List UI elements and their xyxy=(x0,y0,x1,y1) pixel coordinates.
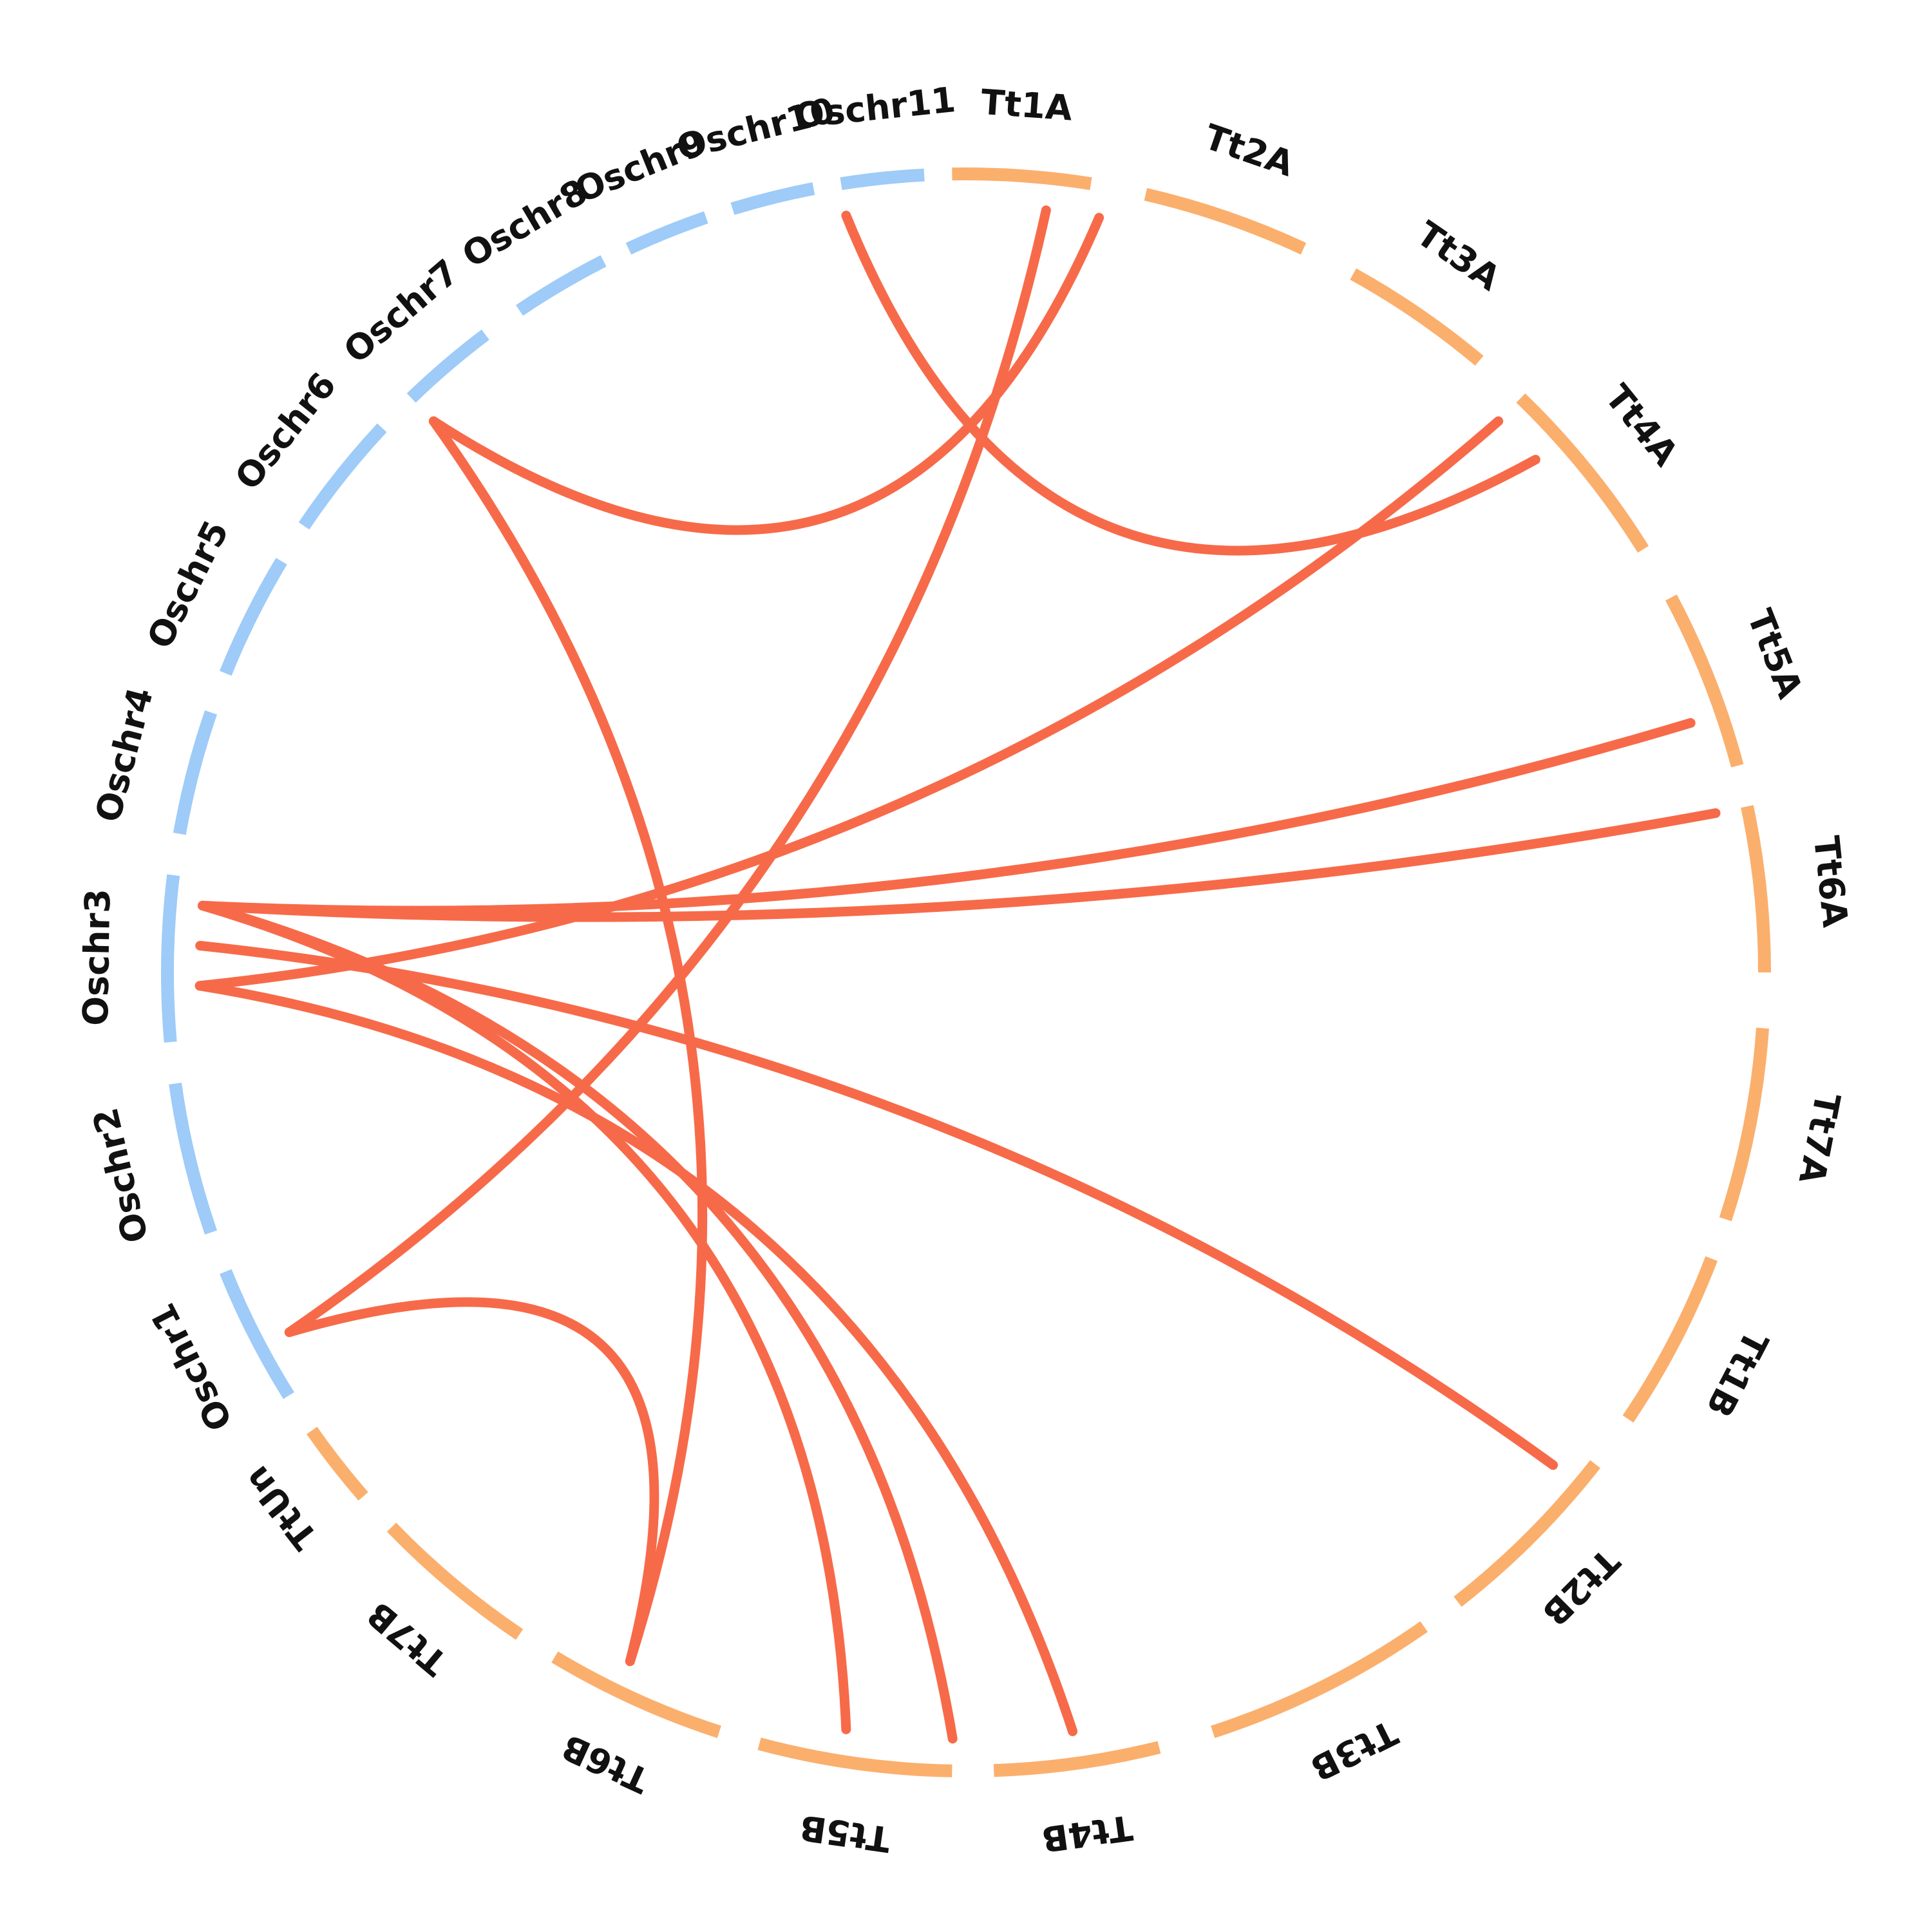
chromosome-label-tt1b: Tt1B xyxy=(1698,1324,1776,1424)
chromosome-label-ttun: TtUn xyxy=(236,1459,326,1557)
synteny-links xyxy=(194,205,1721,1744)
chromosome-segment-oschr6 xyxy=(298,423,387,530)
synteny-link-oschr3-tt5a xyxy=(198,718,1696,916)
chromosome-segment-tt5b xyxy=(757,1738,952,1777)
chromosome-segment-oschr11 xyxy=(840,168,925,191)
synteny-link-oschr7-tt6b xyxy=(428,416,708,1667)
chromosome-label-tt4b: Tt4B xyxy=(1039,1807,1135,1860)
synteny-link-oschr3-tt4a xyxy=(194,416,1504,991)
chromosome-label-tt3a: Tt3A xyxy=(1409,213,1508,298)
chromosome-segment-oschr5 xyxy=(220,558,287,676)
chromosome-segment-oschr10 xyxy=(730,182,815,215)
chromosome-label-tt7a: Tt7A xyxy=(1791,1090,1848,1188)
synteny-link-oschr3-tt4b xyxy=(194,981,1078,1736)
chromosome-segment-tt1a xyxy=(952,167,1092,191)
chromosome-segment-tt4b xyxy=(993,1741,1161,1777)
chromosome-label-tt7b: Tt7B xyxy=(359,1594,455,1683)
chromosome-segment-tt7a xyxy=(1719,1027,1769,1222)
chromosome-segment-tt5a xyxy=(1665,594,1744,768)
synteny-link-oschr1-tt1a xyxy=(284,205,1051,1338)
chromosome-segment-tt3a xyxy=(1350,268,1484,366)
chromosome-segment-tt2a xyxy=(1144,188,1307,255)
chromosome-label-oschr2: Oschr2 xyxy=(85,1104,156,1247)
chromosome-label-tt1a: Tt1A xyxy=(980,82,1074,129)
chromosome-label-oschr8: Oschr8 xyxy=(455,171,594,276)
chromosome-segment-oschr4 xyxy=(173,710,218,835)
synteny-link-oschr7-tt2a xyxy=(428,213,1104,535)
chromosome-segment-oschr7 xyxy=(406,329,489,403)
chromosome-label-oschr5: Oschr5 xyxy=(139,514,236,654)
chromosome-label-oschr3: Oschr3 xyxy=(75,889,118,1027)
chromosome-label-oschr6: Oschr6 xyxy=(227,365,345,498)
synteny-link-oschr3-tt6a xyxy=(198,808,1721,922)
chromosome-segment-tt3b xyxy=(1211,1621,1428,1738)
chromosome-segment-ttun xyxy=(307,1426,368,1501)
chromosome-label-oschr1: Oschr1 xyxy=(142,1297,241,1437)
synteny-link-oschr3-tt2b xyxy=(195,940,1558,1470)
chromosome-segment-oschr1 xyxy=(220,1269,294,1399)
chromosome-label-oschr11: Oschr11 xyxy=(793,79,957,137)
chromosome-segment-tt1b xyxy=(1622,1256,1718,1423)
chromosome-ring xyxy=(161,167,1771,1777)
synteny-link-oschr1-tt6b xyxy=(284,1297,659,1667)
chromosome-label-tt2b: Tt2B xyxy=(1534,1540,1627,1634)
synteny-link-oschr11-tt4a xyxy=(841,211,1540,556)
chromosome-segment-tt6b xyxy=(551,1651,721,1738)
chromosome-segment-tt2b xyxy=(1454,1460,1601,1607)
chromosome-segment-tt6a xyxy=(1741,805,1771,973)
chromosome-label-tt3b: Tt3B xyxy=(1304,1712,1404,1788)
chromosome-label-oschr4: Oschr4 xyxy=(88,683,161,826)
chromosome-label-tt6a: Tt6A xyxy=(1806,834,1856,929)
chromosome-label-tt5a: Tt5A xyxy=(1739,604,1811,704)
chromosome-segment-tt4a xyxy=(1516,393,1649,553)
chromosome-segment-tt7b xyxy=(386,1522,524,1640)
chromosome-label-oschr7: Oschr7 xyxy=(336,251,467,371)
chromosome-segment-oschr2 xyxy=(169,1083,218,1235)
chromosome-segment-oschr3 xyxy=(161,874,180,1043)
chromosome-label-tt4a: Tt4A xyxy=(1597,377,1686,473)
chromosome-segment-oschr9 xyxy=(625,211,708,255)
chromosome-label-tt2a: Tt2A xyxy=(1199,117,1299,185)
chromosome-label-tt6b: Tt6B xyxy=(556,1726,656,1801)
synteny-link-oschr3-tt5b xyxy=(198,900,851,1734)
chromosome-label-tt5b: Tt5B xyxy=(797,1807,893,1860)
chromosome-segment-oschr8 xyxy=(516,255,607,316)
